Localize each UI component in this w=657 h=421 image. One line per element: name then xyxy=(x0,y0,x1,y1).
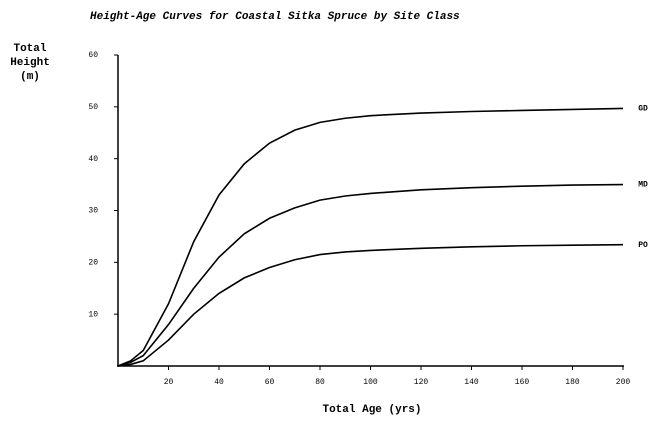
y-tick-label: 40 xyxy=(88,155,98,164)
x-tick-label: 180 xyxy=(565,378,580,387)
y-axis-label: Height xyxy=(10,57,50,69)
series-label: GD xyxy=(638,104,648,113)
chart-title: Height-Age Curves for Coastal Sitka Spru… xyxy=(90,11,460,23)
y-tick-label: 20 xyxy=(88,258,98,267)
x-tick-label: 200 xyxy=(616,378,631,387)
series-label: PO xyxy=(638,241,648,250)
y-tick-label: 10 xyxy=(88,310,98,319)
line-series xyxy=(117,243,624,367)
x-tick-label: 100 xyxy=(363,378,378,387)
y-axis-label: Total xyxy=(13,43,46,55)
y-tick-label: 60 xyxy=(88,51,98,60)
x-tick-label: 160 xyxy=(515,378,530,387)
x-tick-label: 20 xyxy=(164,378,174,387)
series-label: MD xyxy=(638,181,648,190)
x-tick-label: 140 xyxy=(464,378,479,387)
y-tick-label: 50 xyxy=(88,103,98,112)
line-series xyxy=(117,107,624,367)
y-axis-label: (m) xyxy=(20,71,40,83)
x-tick-label: 60 xyxy=(265,378,275,387)
x-tick-label: 80 xyxy=(315,378,325,387)
x-tick-label: 40 xyxy=(214,378,224,387)
y-tick-label: 30 xyxy=(88,207,98,216)
line-series xyxy=(117,183,624,367)
x-tick-label: 120 xyxy=(414,378,429,387)
x-axis-label: Total Age (yrs) xyxy=(322,404,421,416)
